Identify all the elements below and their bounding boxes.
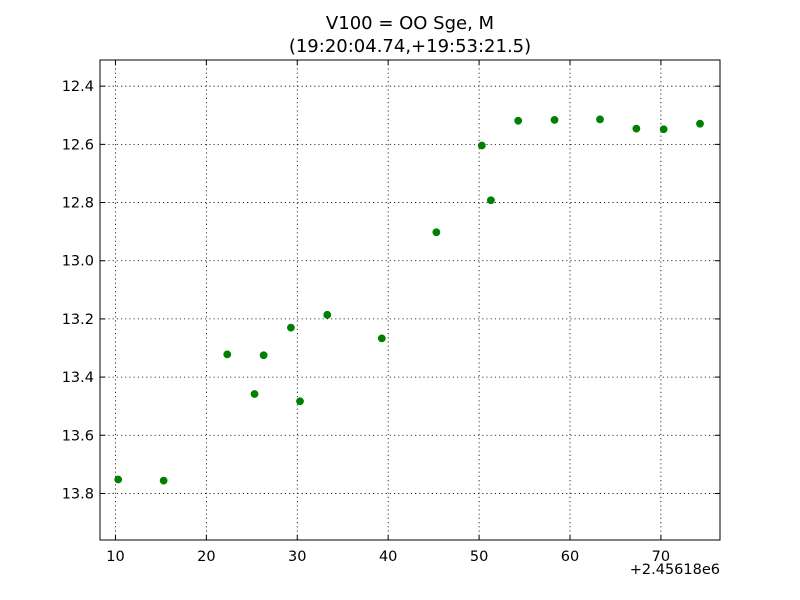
data-point <box>259 351 268 360</box>
y-tick-label: 13.6 <box>62 428 94 444</box>
tick-labels: 10 20 30 40 50 60 70 12.4 12.6 12.8 13.0 13.2 13.4 13… <box>62 79 670 565</box>
x-tick-label: 30 <box>288 549 306 565</box>
data-point <box>323 310 332 319</box>
y-tick-label: 13.4 <box>62 370 94 386</box>
data-point <box>477 141 486 150</box>
x-tick-label: 70 <box>652 549 670 565</box>
data-point <box>596 115 604 124</box>
y-tick-label: 13.8 <box>62 486 94 502</box>
x-tick-label: 60 <box>561 549 579 565</box>
data-point <box>659 125 668 134</box>
data-point <box>550 116 559 124</box>
y-tick-label: 12.4 <box>62 79 94 95</box>
y-tick-label: 13.0 <box>62 254 94 270</box>
axis-ticks <box>100 60 720 540</box>
data-point <box>287 323 295 332</box>
plot-area-frame <box>99 59 721 541</box>
chart-subtitle-coordinates: (19:20:04.74,+19:53:21.5) <box>289 36 531 57</box>
x-tick-label: 40 <box>379 549 397 565</box>
data-point <box>432 228 441 237</box>
x-tick-label: 20 <box>197 549 215 565</box>
x-tick-label: 10 <box>106 549 124 565</box>
data-point <box>250 390 259 398</box>
data-point <box>514 116 523 125</box>
data-point <box>377 334 386 343</box>
chart-title: V100 = OO Sge, M <box>326 13 494 34</box>
y-tick-label: 13.2 <box>62 312 94 328</box>
y-tick-label: 12.6 <box>62 137 94 153</box>
data-points <box>114 115 704 485</box>
data-point <box>159 476 168 485</box>
grid <box>100 60 720 540</box>
x-tick-label: 50 <box>470 549 488 565</box>
data-point <box>114 475 123 484</box>
data-point <box>296 397 304 406</box>
data-point <box>696 119 704 128</box>
data-point <box>487 196 495 205</box>
data-point <box>223 350 232 359</box>
y-tick-label: 12.8 <box>62 196 94 212</box>
data-point <box>632 124 641 133</box>
x-axis-offset-label: +2.45618e6 <box>630 562 720 578</box>
